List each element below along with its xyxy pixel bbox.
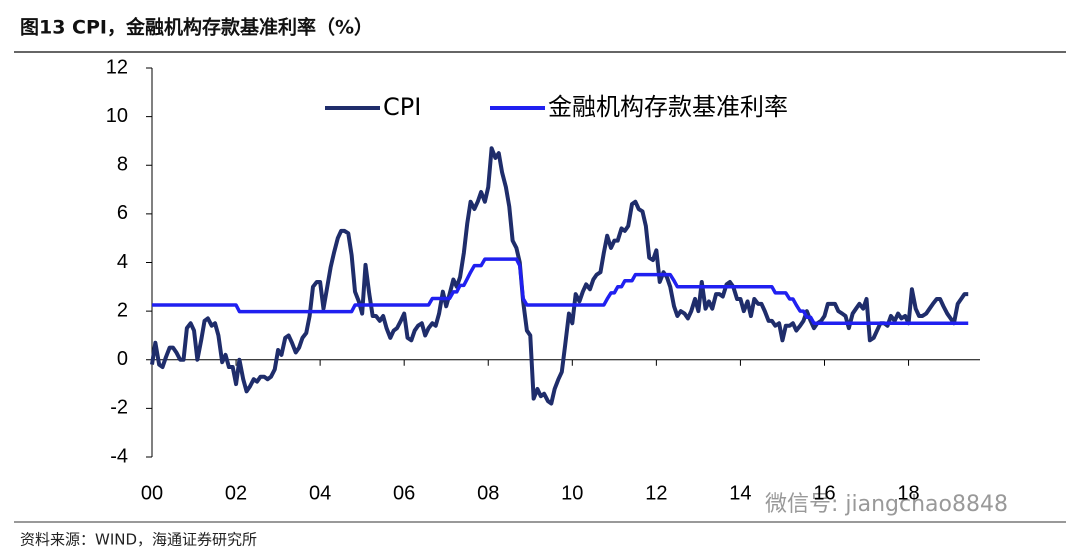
x-tick-label: 14 [729,482,751,504]
watermark: 微信号: jiangchao8848 [765,492,1008,517]
y-tick-label: 4 [117,251,128,273]
source: 资料来源：WIND，海通证券研究所 [20,531,257,549]
x-tick-label: 06 [393,482,415,504]
y-tick-label: 12 [106,56,128,78]
x-tick-label: 00 [141,482,163,504]
legend-label: 金融机构存款基准利率 [548,93,788,121]
y-tick-label: -4 [110,445,128,467]
x-tick-label: 18 [897,482,919,504]
y-tick-label: 10 [106,105,128,127]
chart-title: 图13 CPI，金融机构存款基准利率（%） [20,16,373,39]
x-tick-label: 16 [813,482,835,504]
x-tick-label: 12 [645,482,667,504]
series-line [152,257,969,326]
y-tick-label: 0 [117,348,128,370]
x-tick-label: 10 [561,482,583,504]
y-tick-label: 6 [117,202,128,224]
y-tick-label: -2 [110,397,128,419]
x-tick-label: 08 [477,482,499,504]
x-tick-label: 02 [225,482,247,504]
series-line [150,146,969,406]
y-tick-label: 2 [117,299,128,321]
y-tick-label: 8 [117,154,128,176]
legend-label: CPI [383,93,421,121]
x-tick-label: 04 [309,482,331,504]
